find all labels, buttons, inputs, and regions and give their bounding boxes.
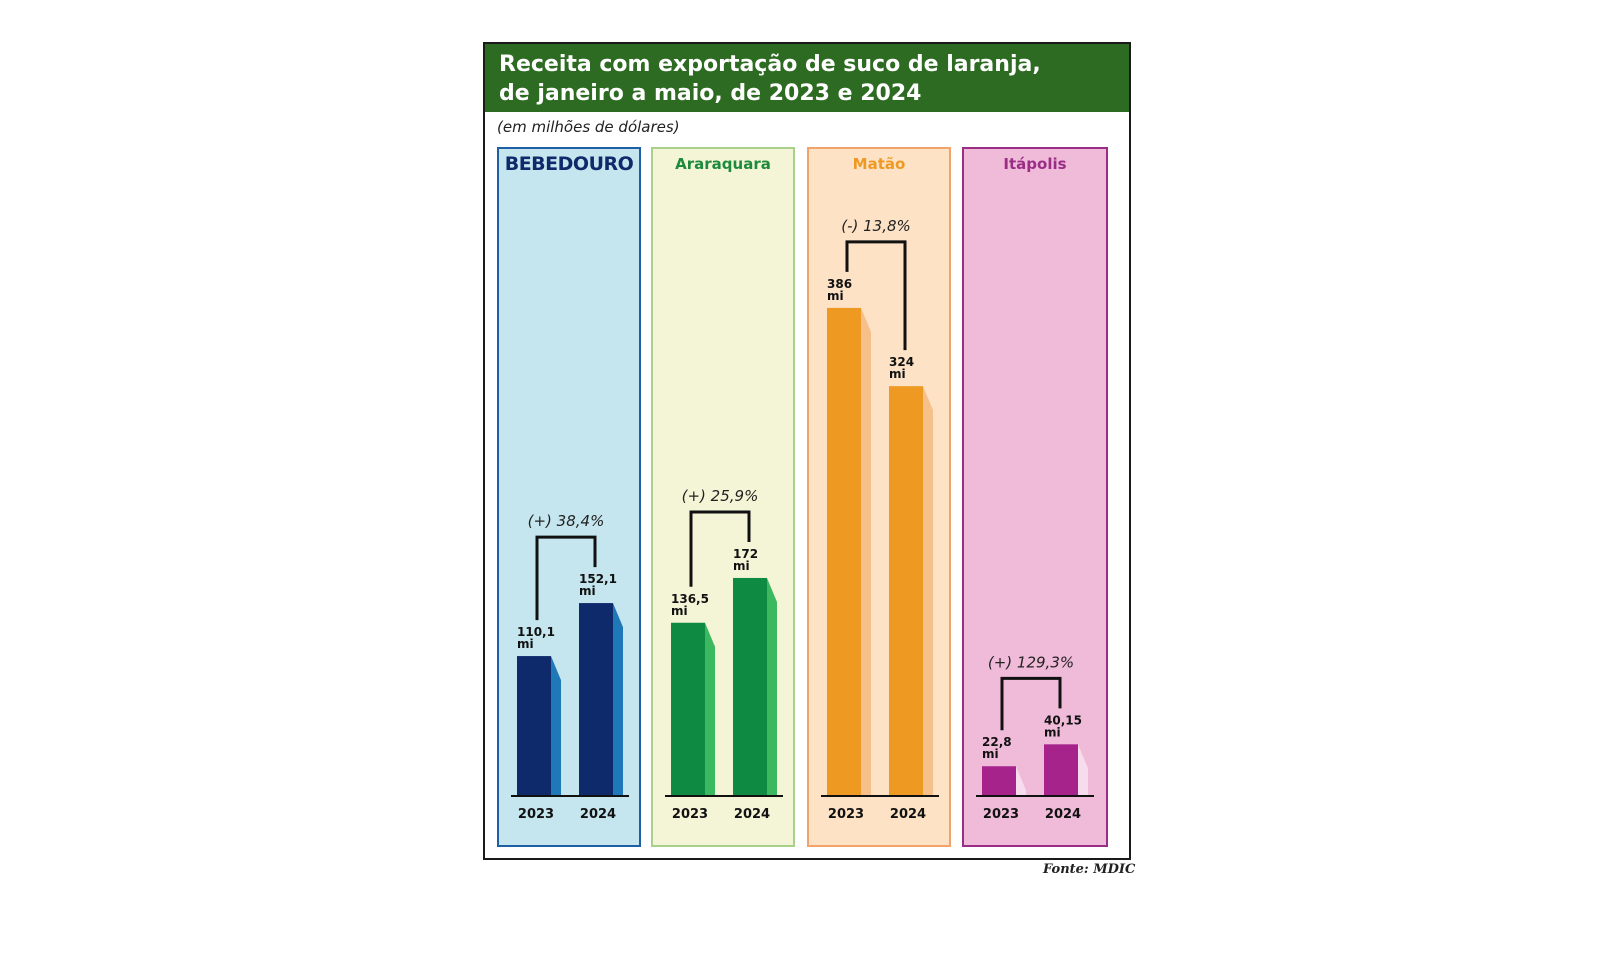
x-tick-bebedouro-2024: 2024 [580, 807, 616, 822]
bar-side-bebedouro-2024 [613, 603, 623, 795]
chart-title-line-1: Receita com exportação de suco de laranj… [499, 52, 1041, 77]
panel-title-araraquara: Araraquara [675, 155, 771, 173]
panel-title-bebedouro: BEBEDOURO [504, 153, 634, 175]
panel-matao: Matão 386 mi 2023 324 mi 2024 (-) 13,8% [807, 147, 951, 847]
bar-side-matao-2024 [923, 386, 933, 795]
source-note: Fonte: MDIC [1043, 862, 1136, 877]
panel-title-itapolis: Itápolis [1003, 155, 1067, 173]
change-label-matao: (-) 13,8% [841, 217, 911, 235]
x-tick-itapolis-2024: 2024 [1045, 807, 1081, 822]
bar-side-matao-2023 [861, 307, 871, 795]
bar-matao-2024 [889, 386, 923, 795]
x-tick-bebedouro-2023: 2023 [518, 807, 554, 822]
title-bar: Receita com exportação de suco de laranj… [485, 44, 1129, 112]
x-tick-itapolis-2023: 2023 [983, 807, 1019, 822]
panel-araraquara: Araraquara 136,5 mi 2023 172 mi 2024 (+) 25,9% [651, 147, 795, 847]
data-label-bebedouro-2024: 152,1 mi [579, 572, 617, 598]
data-label-matao-2024: 324 mi [889, 355, 914, 381]
panel-title-matao: Matão [852, 155, 906, 173]
data-label-bebedouro-2023: 110,1 mi [517, 625, 555, 651]
data-label-araraquara-2024: 172 mi [733, 547, 758, 573]
bar-itapolis-2024 [1044, 744, 1078, 795]
bar-side-araraquara-2023 [705, 622, 715, 795]
chart-title-line-2: de janeiro a maio, de 2023 e 2024 [499, 81, 922, 106]
bar-side-itapolis-2024 [1078, 744, 1088, 795]
panel-plot-itapolis: 22,8 mi 2023 40,15 mi 2024 (+) 129,3% [976, 653, 1094, 822]
bar-side-araraquara-2024 [767, 577, 777, 795]
x-tick-araraquara-2023: 2023 [672, 807, 708, 822]
panel-plot-bebedouro: 110,1 mi 2023 152,1 mi 2024 (+) 38,4% [511, 512, 629, 822]
change-label-bebedouro: (+) 38,4% [528, 512, 605, 530]
data-label-itapolis-2024: 40,15 mi [1044, 713, 1082, 739]
x-tick-araraquara-2024: 2024 [734, 807, 770, 822]
bar-araraquara-2023 [671, 622, 705, 795]
panel-plot-matao: 386 mi 2023 324 mi 2024 (-) 13,8% [821, 217, 939, 822]
bar-itapolis-2023 [982, 766, 1016, 795]
chart-frame: Receita com exportação de suco de laranj… [483, 42, 1131, 860]
bar-araraquara-2024 [733, 577, 767, 795]
data-label-araraquara-2023: 136,5 mi [671, 592, 709, 618]
change-bracket-bebedouro [535, 535, 597, 621]
bar-side-itapolis-2023 [1016, 766, 1026, 795]
change-bracket-araraquara [689, 510, 751, 587]
x-tick-matao-2023: 2023 [828, 807, 864, 822]
data-label-itapolis-2023: 22,8 mi [982, 735, 1012, 761]
change-label-araraquara: (+) 25,9% [682, 487, 759, 505]
change-bracket-matao [845, 240, 907, 351]
x-tick-matao-2024: 2024 [890, 807, 926, 822]
bar-bebedouro-2024 [579, 603, 613, 795]
panel-bebedouro: BEBEDOURO 110,1 mi 2023 152,1 mi 2024 (+) 38,4… [497, 147, 641, 847]
panel-plot-araraquara: 136,5 mi 2023 172 mi 2024 (+) 25,9% [665, 487, 783, 822]
chart-subtitle: (em milhões de dólares) [497, 118, 680, 136]
bar-bebedouro-2023 [517, 656, 551, 795]
change-label-itapolis: (+) 129,3% [988, 653, 1074, 671]
change-bracket-itapolis [1000, 676, 1062, 731]
panel-itapolis: Itápolis 22,8 mi 2023 40,15 mi 2024 (+) 129,3% [962, 147, 1108, 847]
data-label-matao-2023: 386 mi [827, 277, 852, 303]
bar-matao-2023 [827, 307, 861, 795]
bar-side-bebedouro-2023 [551, 656, 561, 795]
